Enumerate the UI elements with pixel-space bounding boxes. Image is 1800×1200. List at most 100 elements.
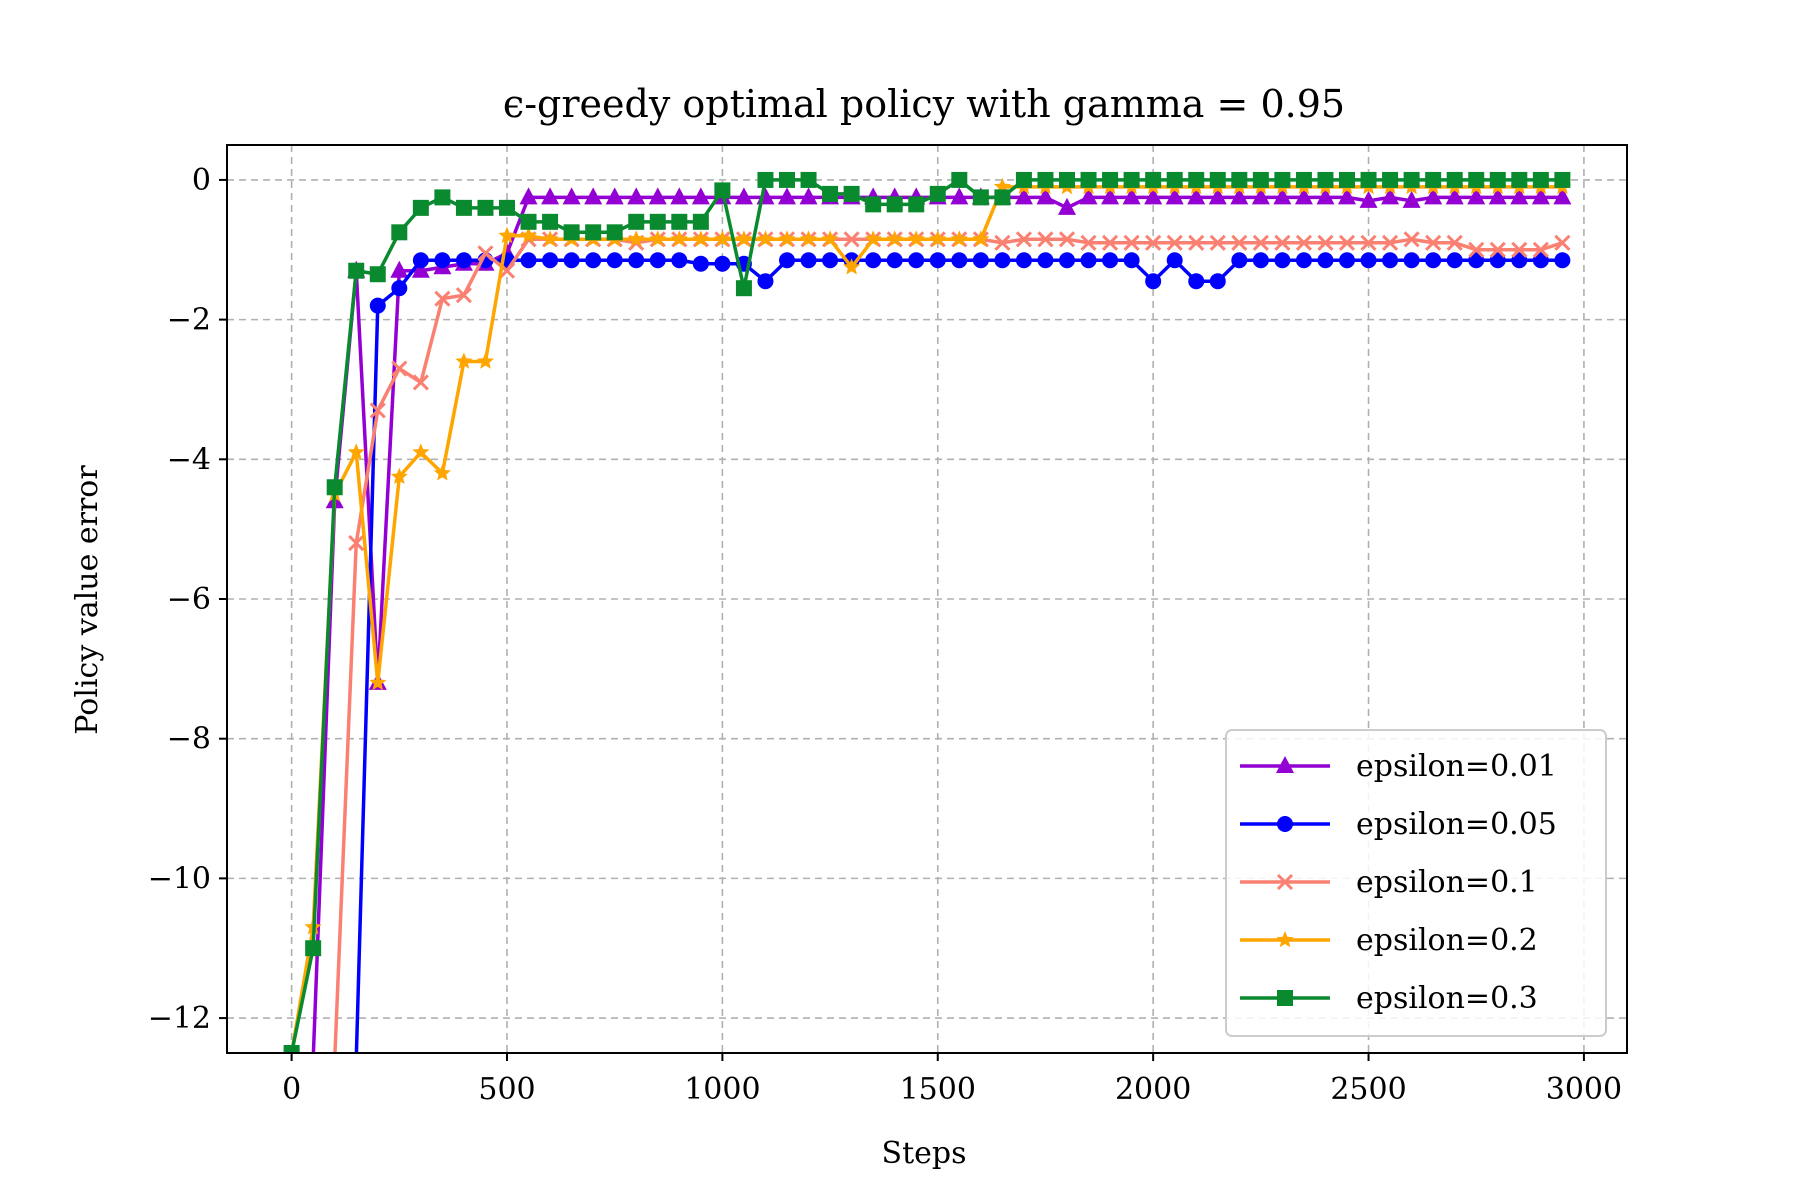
data-point [369, 266, 386, 283]
data-point [1511, 252, 1528, 269]
legend-label: epsilon=0.2 [1356, 923, 1538, 958]
data-point [994, 189, 1011, 206]
data-point [1209, 171, 1226, 188]
data-point [541, 187, 560, 205]
data-point [1102, 252, 1119, 269]
data-point [649, 213, 666, 230]
data-point [1402, 190, 1421, 208]
data-point [1468, 252, 1485, 269]
data-point [1123, 252, 1140, 269]
y-tick-label: −12 [148, 1001, 211, 1036]
data-point [1059, 171, 1075, 188]
data-point [1037, 171, 1054, 188]
y-tick-label: −2 [167, 303, 211, 338]
data-point [929, 185, 946, 202]
data-point [908, 252, 925, 269]
data-point [779, 252, 795, 269]
data-point [951, 171, 968, 188]
data-point [434, 290, 451, 307]
data-point [1230, 187, 1249, 205]
data-point [1080, 252, 1097, 269]
data-point [606, 224, 623, 241]
data-point [1188, 273, 1205, 290]
data-point [369, 297, 386, 314]
data-point [1252, 171, 1269, 188]
data-point [714, 182, 731, 199]
data-point [1445, 187, 1464, 205]
data-point [1231, 171, 1248, 188]
data-point [391, 280, 408, 297]
data-point [649, 252, 666, 269]
data-point [1188, 171, 1205, 188]
data-point [972, 189, 989, 206]
data-point [499, 199, 515, 216]
data-point [1166, 234, 1183, 251]
data-point [757, 273, 774, 290]
data-point [1489, 171, 1506, 188]
data-point [1339, 252, 1355, 269]
data-point [434, 189, 451, 206]
data-point [1166, 252, 1183, 269]
data-point [1122, 187, 1141, 205]
data-point [1145, 234, 1162, 251]
data-point [1381, 187, 1400, 205]
data-point [1317, 234, 1334, 251]
x-tick-label: 3000 [1546, 1072, 1622, 1107]
data-point [562, 187, 581, 205]
data-point [455, 287, 472, 304]
data-point [348, 535, 365, 552]
data-point [1554, 252, 1571, 269]
data-point [412, 374, 429, 391]
data-point [821, 230, 839, 247]
legend-item: epsilon=0.3 [1240, 981, 1538, 1016]
data-point [1123, 171, 1140, 188]
data-point [434, 252, 451, 269]
data-point [1382, 252, 1399, 269]
data-point [1403, 171, 1420, 188]
data-point [670, 187, 689, 205]
data-point [1317, 171, 1334, 188]
data-point [1231, 234, 1248, 251]
data-point [542, 252, 559, 269]
data-point [1036, 187, 1055, 205]
data-point [1488, 187, 1507, 205]
data-point [843, 231, 860, 248]
data-point [352, 1051, 361, 1053]
data-point [1294, 187, 1313, 205]
data-point [1015, 171, 1032, 188]
data-point [477, 245, 494, 262]
data-point [757, 171, 774, 188]
legend-item: epsilon=0.01 [1240, 749, 1557, 784]
data-point [369, 673, 387, 691]
data-point [800, 171, 817, 188]
data-point [1080, 234, 1097, 251]
data-point [1532, 252, 1549, 269]
data-point [1274, 234, 1291, 251]
data-point [1554, 171, 1571, 188]
data-point [1080, 171, 1097, 188]
data-point [1403, 252, 1420, 269]
data-point [326, 479, 343, 496]
data-point [627, 230, 645, 247]
data-point [563, 252, 580, 269]
data-point [1532, 241, 1549, 258]
legend-item: epsilon=0.05 [1240, 807, 1557, 842]
data-point [391, 224, 408, 241]
data-point [1165, 187, 1184, 205]
y-axis-ticks: 0 −2 −4 −6 −8 −10 −12 [148, 163, 227, 1036]
data-point [799, 230, 818, 247]
data-point [1273, 187, 1292, 205]
data-point [1360, 252, 1377, 269]
data-point [498, 226, 516, 244]
data-point [1489, 252, 1506, 269]
data-point [433, 464, 451, 481]
data-point [1059, 252, 1075, 269]
data-point [1554, 234, 1571, 251]
data-point [1425, 171, 1442, 188]
data-point [1468, 171, 1485, 188]
data-point [542, 213, 559, 230]
x-tick-label: 2500 [1330, 1072, 1406, 1107]
legend-label: epsilon=0.1 [1356, 865, 1538, 900]
data-point [519, 226, 538, 244]
